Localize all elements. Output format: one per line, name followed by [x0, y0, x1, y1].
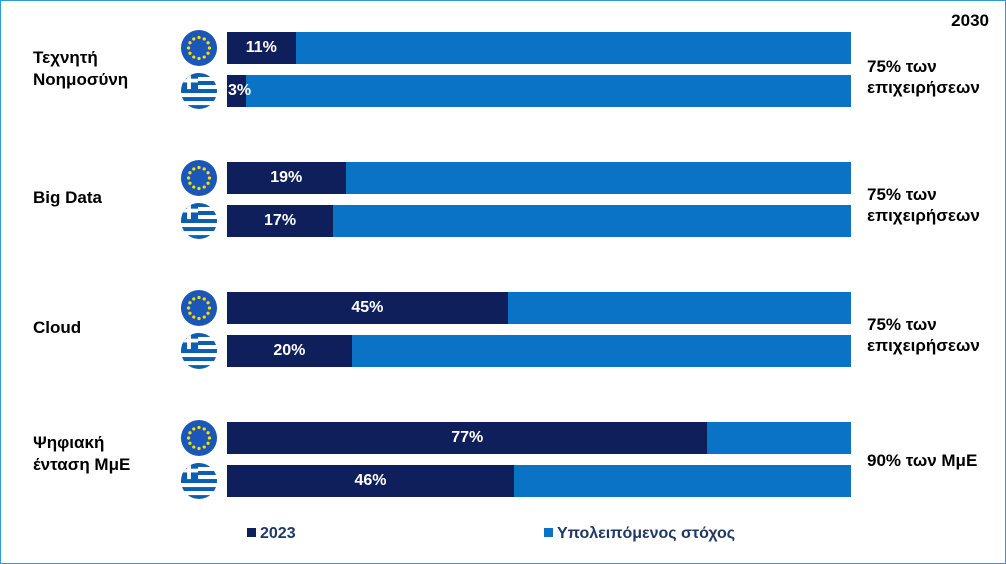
bar-row-eu-0: 11%: [227, 32, 851, 64]
eu-flag-icon: [180, 29, 218, 67]
bar-2023-eu-2: [227, 292, 508, 324]
eu-flag-icon: [180, 159, 218, 197]
legend-item-2023: 2023: [247, 525, 296, 543]
data-label-greece-3: 46%: [354, 472, 387, 489]
target-label-cloud: 75% των επιχειρήσεων: [867, 315, 980, 355]
target-label-ai: 75% των επιχειρήσεων: [867, 57, 980, 97]
legend-swatch-remaining: [544, 528, 553, 537]
data-label-greece-0: 3%: [228, 82, 252, 99]
category-label-ai-line1: Τεχνητή: [33, 48, 98, 67]
bar-row-eu-1: 19%: [227, 162, 851, 194]
target-label-sme: 90% των ΜμΕ: [867, 451, 978, 470]
year-2030-label: 2030: [951, 11, 989, 30]
bar-row-eu-2: 45%: [227, 292, 851, 324]
bar-2023-eu-3: [227, 422, 708, 454]
greece-flag-icon: [180, 462, 218, 500]
legend-label-remaining: Υπολειπόμενος στόχος: [557, 525, 736, 542]
bar-remaining-eu-0: [295, 32, 851, 64]
bar-remaining-greece-2: [351, 335, 851, 367]
data-label-greece-2: 20%: [273, 342, 306, 359]
eu-flag-icon: [180, 289, 218, 327]
greece-flag-icon: [180, 332, 218, 370]
category-label-ai-line2: Νοημοσύνη: [33, 70, 129, 89]
target-label-bigdata: 75% των επιχειρήσεων: [867, 185, 980, 225]
bar-row-greece-0: 3%: [227, 75, 851, 107]
data-label-eu-2: 45%: [351, 299, 384, 316]
legend-item-remaining: Υπολειπόμενος στόχος: [544, 525, 735, 543]
bar-remaining-greece-3: [514, 465, 851, 497]
data-label-eu-1: 19%: [270, 169, 303, 186]
bar-row-greece-2: 20%: [227, 335, 851, 367]
category-label-sme: Ψηφιακή ένταση ΜμΕ: [33, 432, 130, 476]
category-label-cloud: Cloud: [33, 318, 82, 337]
bar-2023-greece-1: [227, 205, 334, 237]
bar-remaining-eu-1: [345, 162, 851, 194]
legend-swatch-2023: [247, 528, 256, 537]
bar-row-eu-3: 77%: [227, 422, 851, 454]
category-label-sme-line1: Ψηφιακή: [33, 433, 105, 452]
bar-row-greece-1: 17%: [227, 205, 851, 237]
category-label-sme-line2: ένταση ΜμΕ: [33, 455, 131, 474]
category-label-ai: Τεχνητή Νοημοσύνη: [33, 47, 128, 91]
greece-flag-icon: [180, 202, 218, 240]
data-label-eu-0: 11%: [245, 39, 277, 56]
eu-flag-icon: [180, 419, 218, 457]
bar-remaining-greece-1: [333, 205, 851, 237]
bar-row-greece-3: 46%: [227, 465, 851, 497]
bar-remaining-eu-2: [507, 292, 851, 324]
bar-remaining-greece-0: [245, 75, 851, 107]
category-label-bigdata: Big Data: [33, 188, 102, 207]
bar-2023-eu-1: [227, 162, 346, 194]
data-label-eu-3: 77%: [451, 429, 484, 446]
bar-2023-greece-3: [227, 465, 515, 497]
legend-label-2023: 2023: [260, 525, 296, 542]
bar-remaining-eu-3: [707, 422, 851, 454]
data-label-greece-1: 17%: [264, 212, 297, 229]
bar-2023-eu-0: [227, 32, 296, 64]
bar-2023-greece-0: [227, 75, 246, 107]
greece-flag-icon: [180, 72, 218, 110]
bar-2023-greece-2: [227, 335, 352, 367]
